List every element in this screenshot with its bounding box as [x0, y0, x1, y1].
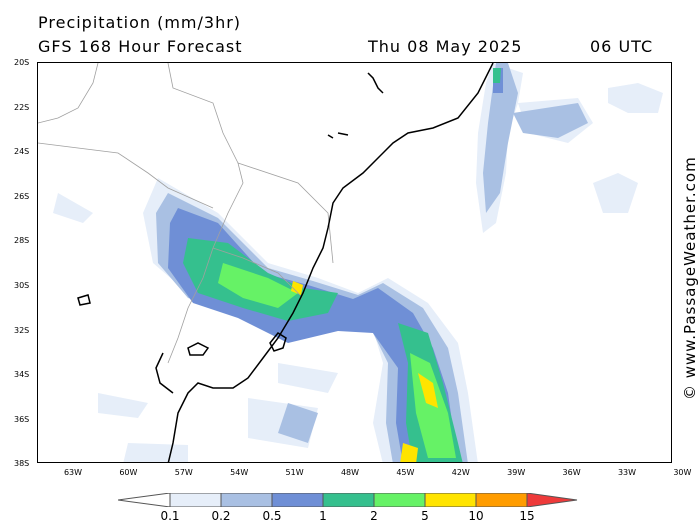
- map-title: Precipitation (mm/3hr): [38, 13, 242, 32]
- lat-label: 38S: [14, 459, 30, 469]
- lat-label: 36S: [14, 414, 30, 424]
- lon-label: 42W: [451, 468, 470, 477]
- legend-label: 15: [519, 509, 535, 523]
- lon-label: 30W: [673, 468, 692, 477]
- forecast-date: Thu 08 May 2025: [368, 37, 523, 56]
- lon-label: 36W: [562, 468, 581, 477]
- lon-label: 60W: [119, 468, 138, 477]
- legend-swatch: [424, 493, 477, 507]
- lon-label: 48W: [340, 468, 360, 477]
- legend-swatch: [322, 493, 375, 507]
- lon-label: 54W: [230, 468, 249, 477]
- legend-label: 5: [421, 509, 429, 523]
- lat-label: 30S: [14, 281, 30, 290]
- legend-swatch: [475, 493, 528, 507]
- lat-label: 28S: [14, 236, 30, 246]
- legend-swatch: [169, 493, 222, 507]
- lat-label: 26S: [14, 191, 30, 201]
- legend-swatch: [526, 493, 578, 507]
- lon-label: 63W: [63, 468, 83, 477]
- lon-label: 51W: [285, 468, 304, 477]
- legend-label: 0.5: [262, 509, 282, 523]
- country-borders: [38, 63, 334, 364]
- legend-swatch: [118, 493, 171, 507]
- legend-label: 2: [370, 509, 378, 523]
- legend-label: 1: [319, 509, 327, 523]
- precip-layer-10: [291, 281, 438, 462]
- legend-swatch: [220, 493, 273, 507]
- lat-label: 34S: [14, 370, 30, 380]
- legend-label: 0.1: [160, 509, 180, 523]
- forecast-time-utc: 06 UTC: [590, 37, 654, 56]
- lat-label: 20S: [14, 58, 30, 67]
- lat-label: 22S: [14, 102, 30, 112]
- lon-label: 45W: [396, 468, 415, 477]
- coastline: [77, 63, 494, 462]
- precipitation-map: [37, 62, 672, 463]
- lat-label: 32S: [14, 325, 30, 335]
- legend-label: 0.2: [211, 509, 231, 523]
- credit-text: © www.PassageWeather.com: [681, 156, 699, 400]
- precip-color-legend: [118, 493, 578, 507]
- lat-label: 24S: [14, 147, 30, 157]
- lon-label: 33W: [617, 468, 637, 477]
- legend-label: 10: [468, 509, 484, 523]
- legend-swatch: [271, 493, 324, 507]
- forecast-subtitle: GFS 168 Hour Forecast: [38, 37, 243, 56]
- lon-label: 39W: [507, 468, 526, 477]
- map-canvas: [38, 63, 663, 462]
- lon-label: 57W: [174, 468, 193, 477]
- legend-swatch: [373, 493, 426, 507]
